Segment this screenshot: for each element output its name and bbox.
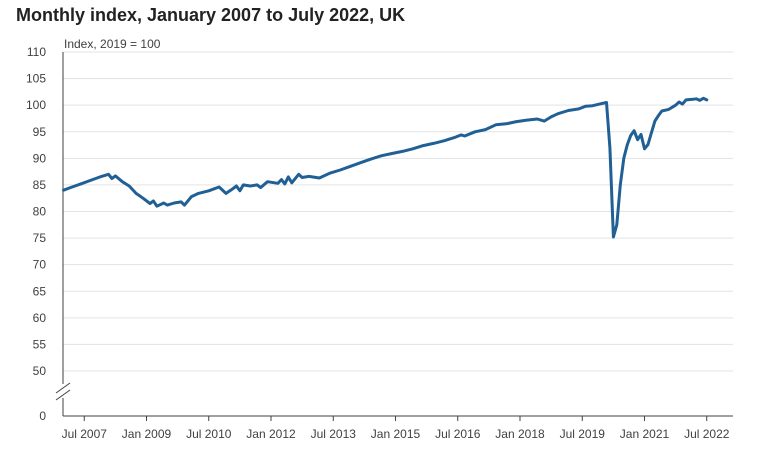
y-tick-label: 90 — [33, 151, 47, 165]
chart-title: Monthly index, January 2007 to July 2022… — [16, 5, 406, 25]
y-tick-label: 95 — [33, 125, 47, 139]
x-tick-label: Jan 2015 — [371, 427, 421, 441]
x-tick-label: Jul 2007 — [62, 427, 108, 441]
y-tick-label: 70 — [33, 258, 47, 272]
axis-break-mark — [55, 389, 71, 401]
x-tick-label: Jul 2022 — [684, 427, 730, 441]
series-line — [62, 96, 709, 239]
x-tick-label: Jan 2012 — [246, 427, 296, 441]
axes — [55, 52, 733, 421]
y-tick-labels: 0 50 55 60 65 70 75 80 85 90 95 100 105 110 — [26, 45, 46, 423]
y-tick-label: 55 — [33, 337, 47, 351]
y-tick-label: 75 — [33, 231, 47, 245]
x-tick-label: Jan 2009 — [122, 427, 172, 441]
x-tick-label: Jul 2019 — [560, 427, 606, 441]
x-tick-label: Jan 2021 — [620, 427, 670, 441]
y-tick-label: 110 — [27, 45, 46, 59]
y-tick-label: 85 — [33, 178, 47, 192]
axis-break-mark — [55, 382, 71, 394]
y-tick-label: 0 — [39, 409, 46, 423]
x-tick-label: Jan 2018 — [495, 427, 545, 441]
x-tick-label: Jul 2013 — [311, 427, 357, 441]
y-tick-label: 50 — [33, 364, 47, 378]
x-tick-label: Jul 2010 — [186, 427, 232, 441]
y-tick-label: 65 — [33, 284, 47, 298]
series-layer — [62, 96, 709, 239]
y-tick-label: 80 — [33, 205, 47, 219]
x-tick-label: Jul 2016 — [435, 427, 481, 441]
y-tick-label: 100 — [26, 98, 46, 112]
y-tick-label: 60 — [33, 311, 47, 325]
x-tick-labels: Jul 2007 Jan 2009 Jul 2010 Jan 2012 Jul 2013… — [62, 427, 730, 441]
gridlines — [63, 51, 733, 372]
unit-label: Index, 2019 = 100 — [64, 37, 161, 51]
y-tick-label: 105 — [26, 72, 46, 86]
